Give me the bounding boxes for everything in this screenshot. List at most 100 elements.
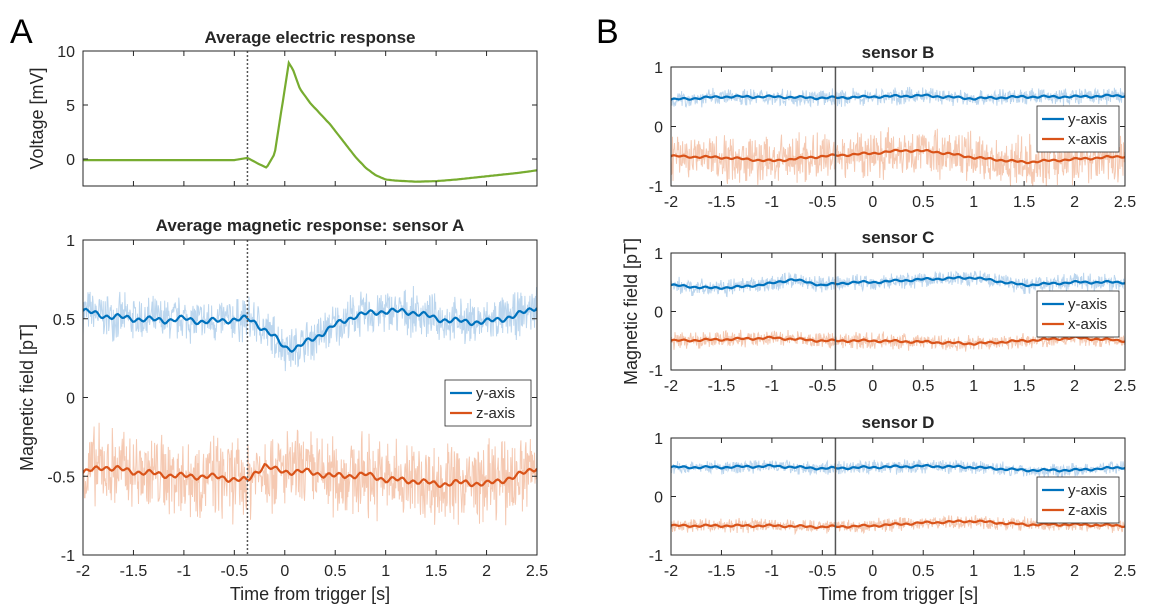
x-tick-label: -1.5	[708, 194, 736, 211]
x-tick-label: -1	[765, 563, 779, 580]
noise-trace-y_axis	[83, 285, 537, 372]
x-tick-label: 1.5	[425, 563, 447, 580]
x-tick-label: 0.5	[912, 194, 934, 211]
chart-title: Average electric response	[204, 28, 415, 47]
series-line-y-axis	[83, 307, 537, 353]
x-tick-label: -2	[664, 378, 678, 395]
x-tick-label: 1.5	[1013, 378, 1035, 395]
plot-area	[671, 253, 1125, 370]
plot-area	[83, 51, 537, 186]
series-line-x-axis	[671, 148, 1125, 165]
x-tick-label: -1	[765, 194, 779, 211]
plot-area	[671, 438, 1125, 555]
legend-label-y-axis: y-axis	[476, 385, 515, 402]
x-axis-label: Time from trigger [s]	[818, 584, 978, 604]
x-tick-label: 0	[280, 563, 289, 580]
plot-area	[83, 240, 537, 555]
x-tick-label: 2.5	[1114, 194, 1136, 211]
y-tick-label: 1	[66, 233, 75, 250]
legend-label-z-axis: z-axis	[1068, 502, 1107, 519]
x-tick-label: 2	[1070, 378, 1079, 395]
y-tick-label: 1	[654, 60, 663, 77]
axes-box	[82, 50, 538, 187]
x-tick-label: -0.5	[809, 194, 837, 211]
y-tick-label: 5	[66, 98, 75, 115]
x-tick-label: -0.5	[221, 563, 249, 580]
y-tick-label: 10	[57, 44, 75, 61]
chart-title: sensor D	[862, 413, 935, 432]
series-line-x-axis	[671, 335, 1125, 346]
legend-label-y-axis: y-axis	[1068, 296, 1107, 313]
x-tick-label: -1	[177, 563, 191, 580]
x-tick-label: 1.5	[1013, 194, 1035, 211]
series-line-z-axis	[83, 462, 537, 489]
series-line-z-axis	[671, 519, 1125, 530]
y-tick-label: 0	[66, 152, 75, 169]
x-tick-label: -1.5	[708, 378, 736, 395]
y-axis-label: Voltage [mV]	[27, 67, 47, 169]
legend-box	[1036, 290, 1120, 338]
noise-trace-z_axis	[83, 422, 537, 526]
x-tick-label: 1	[381, 563, 390, 580]
chart-sensorA: -2 -1.5 -1 -0.5 0 0.5 1 1.5 2 2.5 -1 -0.5 0 0.5 1 Avera…	[17, 216, 548, 604]
x-tick-label: 0	[868, 563, 877, 580]
x-tick-label: 0.5	[912, 563, 934, 580]
x-tick-label: -0.5	[809, 563, 837, 580]
y-tick-label: -1	[61, 548, 75, 565]
legend-label-x-axis: x-axis	[1068, 316, 1107, 333]
x-tick-label: 1.5	[1013, 563, 1035, 580]
y-tick-label: 0	[654, 120, 663, 137]
x-tick-label: 0.5	[912, 378, 934, 395]
y-tick-label: 0	[66, 391, 75, 408]
x-tick-label: 1	[969, 563, 978, 580]
chart-sensorD: -2 -1.5 -1 -0.5 0 0.5 1 1.5 2 2.5 -1 0 1 sensor D Time…	[649, 413, 1136, 604]
panel-label-b: B	[596, 13, 619, 51]
x-axis-label: Time from trigger [s]	[230, 584, 390, 604]
y-tick-label: 1	[654, 431, 663, 448]
x-tick-label: 2	[1070, 563, 1079, 580]
legend-box	[1036, 476, 1120, 524]
y-axis-label: Magnetic field [pT]	[17, 324, 37, 471]
x-tick-label: 0	[868, 378, 877, 395]
x-tick-label: 1	[969, 194, 978, 211]
y-tick-label: -1	[649, 548, 663, 565]
legend-box	[1036, 105, 1120, 153]
noise-trace-y_axis	[671, 270, 1125, 298]
chart-title: sensor B	[862, 43, 935, 62]
x-tick-label: 2.5	[1114, 378, 1136, 395]
legend-box	[444, 379, 532, 427]
y-tick-label: -1	[649, 363, 663, 380]
chart-title: sensor C	[862, 228, 935, 247]
x-tick-label: 2	[1070, 194, 1079, 211]
plot-area	[671, 67, 1125, 186]
y-tick-label: 0	[654, 305, 663, 322]
x-tick-label: 0	[868, 194, 877, 211]
x-tick-label: 0.5	[324, 563, 346, 580]
x-tick-label: -2	[76, 563, 90, 580]
x-tick-label: 2	[482, 563, 491, 580]
panel-label-a: A	[10, 13, 33, 51]
legend-label-x-axis: x-axis	[1068, 131, 1107, 148]
x-tick-label: -2	[664, 194, 678, 211]
legend-label-y-axis: y-axis	[1068, 482, 1107, 499]
legend-label-z-axis: z-axis	[476, 405, 515, 422]
series-line-electric	[83, 59, 537, 183]
series-line-y-axis	[671, 93, 1125, 101]
x-tick-label: -1.5	[120, 563, 148, 580]
x-tick-label: -2	[664, 563, 678, 580]
x-tick-label: 1	[969, 378, 978, 395]
y-tick-label: 0	[654, 490, 663, 507]
series-line-y-axis	[671, 463, 1125, 473]
x-tick-label: 2.5	[526, 563, 548, 580]
y-tick-label: -1	[649, 179, 663, 196]
y-tick-label: 0.5	[53, 312, 75, 329]
series-line-y-axis	[671, 275, 1125, 290]
x-tick-label: -1.5	[708, 563, 736, 580]
x-tick-label: -1	[765, 378, 779, 395]
noise-trace-y_axis	[671, 459, 1125, 479]
legend-label-y-axis: y-axis	[1068, 111, 1107, 128]
y-axis-label: Magnetic field [pT]	[621, 238, 641, 385]
y-tick-label: 1	[654, 246, 663, 263]
x-tick-label: -0.5	[809, 378, 837, 395]
